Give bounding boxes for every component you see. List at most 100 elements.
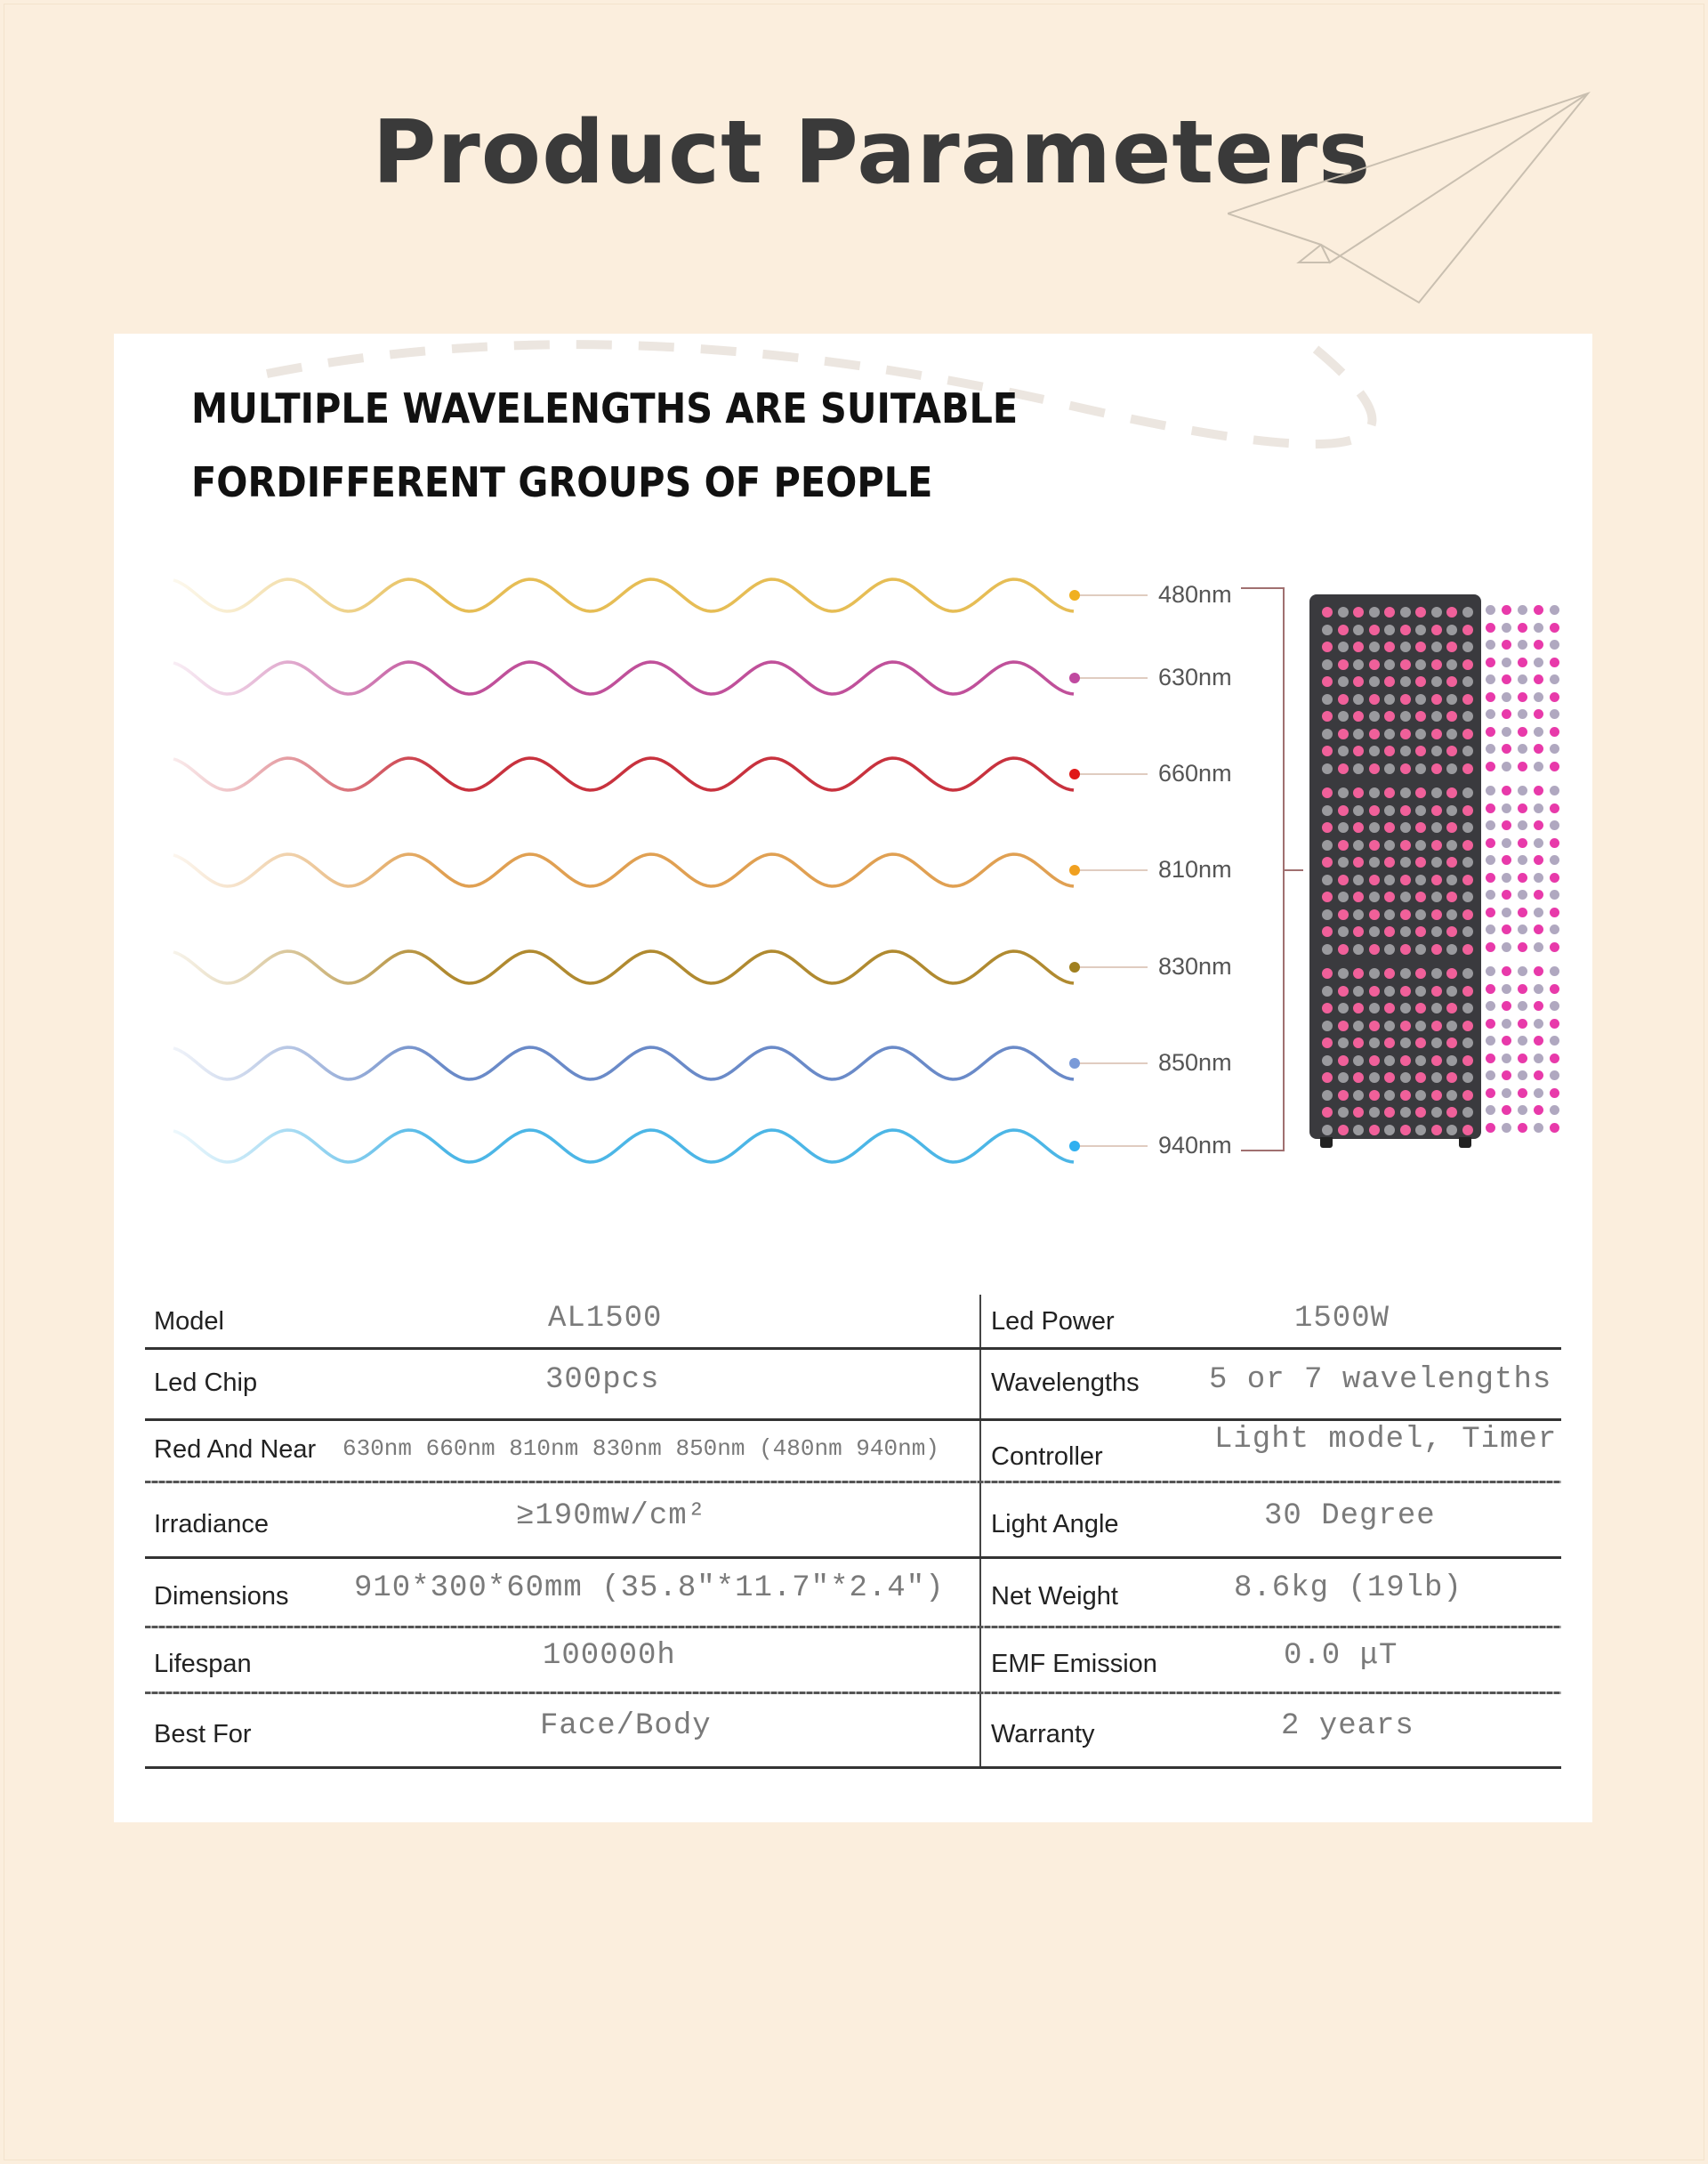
led-chip (1502, 605, 1511, 615)
spec-label: Lifespan (154, 1650, 252, 1678)
led-chip (1353, 1107, 1364, 1118)
led-chip (1353, 943, 1364, 955)
led-chip (1353, 1038, 1364, 1048)
led-chip (1550, 709, 1559, 719)
led-chip (1430, 943, 1442, 955)
spec-value: 910*300*60mm (35.8"*11.7"*2.4") (354, 1571, 945, 1605)
led-chip (1446, 787, 1457, 798)
led-chip (1446, 822, 1457, 833)
led-chip (1353, 908, 1364, 920)
led-chip (1462, 943, 1473, 955)
led-chip (1415, 658, 1426, 670)
led-chip (1550, 983, 1559, 994)
wave-660nm (173, 756, 1075, 792)
led-chip (1486, 726, 1495, 737)
led-chip (1399, 642, 1411, 652)
led-chip (1486, 1001, 1495, 1011)
led-chip (1337, 926, 1349, 937)
led-chip (1430, 985, 1442, 997)
spec-label: Wavelengths (991, 1369, 1140, 1397)
wave-940nm (173, 1128, 1075, 1164)
led-chip (1462, 658, 1473, 670)
led-chip (1399, 804, 1411, 816)
led-chip (1415, 968, 1426, 979)
led-chip (1337, 985, 1349, 997)
led-chip (1502, 907, 1511, 917)
led-chip (1384, 1072, 1395, 1083)
led-chip (1399, 1020, 1411, 1031)
led-chip (1518, 761, 1527, 771)
led-chip (1430, 892, 1442, 902)
led-chip (1430, 787, 1442, 798)
led-chip (1446, 658, 1457, 670)
led-chip (1368, 1124, 1380, 1135)
spec-value: 2 years (1281, 1709, 1414, 1743)
led-chip (1322, 676, 1333, 687)
led-chip (1462, 804, 1473, 816)
led-chip (1502, 925, 1511, 934)
led-chip (1518, 726, 1527, 737)
spec-label: Model (154, 1306, 224, 1336)
led-chip (1446, 1107, 1457, 1118)
led-chip (1518, 744, 1527, 754)
led-chip (1322, 985, 1333, 997)
led-chip (1550, 966, 1559, 976)
led-chip (1550, 657, 1559, 667)
led-chip (1337, 1107, 1349, 1118)
led-chip (1446, 892, 1457, 902)
led-chip (1518, 890, 1527, 900)
spec-value: Light model, Timer (1214, 1423, 1558, 1457)
led-chip (1322, 908, 1333, 920)
led-chip (1462, 1072, 1473, 1083)
led-chip (1518, 640, 1527, 650)
led-chip (1534, 837, 1543, 848)
led-chip (1322, 728, 1333, 739)
led-chip (1430, 968, 1442, 979)
led-chip (1415, 693, 1426, 705)
led-chip (1353, 874, 1364, 885)
led-chip (1368, 968, 1380, 979)
led-chip (1322, 787, 1333, 798)
led-chip (1384, 1038, 1395, 1048)
led-chip (1486, 744, 1495, 754)
spec-value: Face/Body (540, 1709, 712, 1743)
led-chip (1502, 890, 1511, 900)
led-chip (1462, 926, 1473, 937)
led-chip (1384, 676, 1395, 687)
led-chip (1550, 855, 1559, 865)
led-chip (1430, 693, 1442, 705)
wavelength-label: 850nm (1158, 1049, 1232, 1076)
led-chip (1322, 642, 1333, 652)
led-chip (1518, 1001, 1527, 1011)
led-chip (1430, 1003, 1442, 1013)
led-chip (1322, 1107, 1333, 1118)
led-chip (1415, 711, 1426, 722)
wavelength-label: 940nm (1158, 1132, 1232, 1159)
led-chip (1415, 1003, 1426, 1013)
led-chip (1337, 658, 1349, 670)
led-chip (1353, 787, 1364, 798)
row-divider (145, 1418, 1561, 1421)
led-chip (1384, 892, 1395, 902)
led-chip (1415, 787, 1426, 798)
spec-label: Controller (991, 1442, 1103, 1471)
led-chip (1399, 1038, 1411, 1048)
wave-480nm (173, 577, 1075, 613)
led-chip (1446, 711, 1457, 722)
led-chip (1368, 1054, 1380, 1066)
led-chip (1322, 1054, 1333, 1066)
device-foot (1459, 1137, 1471, 1148)
led-chip (1462, 822, 1473, 833)
led-chip (1446, 1054, 1457, 1066)
led-chip (1486, 1053, 1495, 1063)
led-chip (1368, 804, 1380, 816)
wavelength-dot (1069, 673, 1080, 683)
led-chip (1486, 803, 1495, 813)
led-chip (1462, 746, 1473, 756)
led-chip (1353, 1054, 1364, 1066)
led-chip (1550, 691, 1559, 702)
led-chip (1502, 674, 1511, 684)
wavelength-label: 630nm (1158, 664, 1232, 690)
led-chip (1462, 693, 1473, 705)
